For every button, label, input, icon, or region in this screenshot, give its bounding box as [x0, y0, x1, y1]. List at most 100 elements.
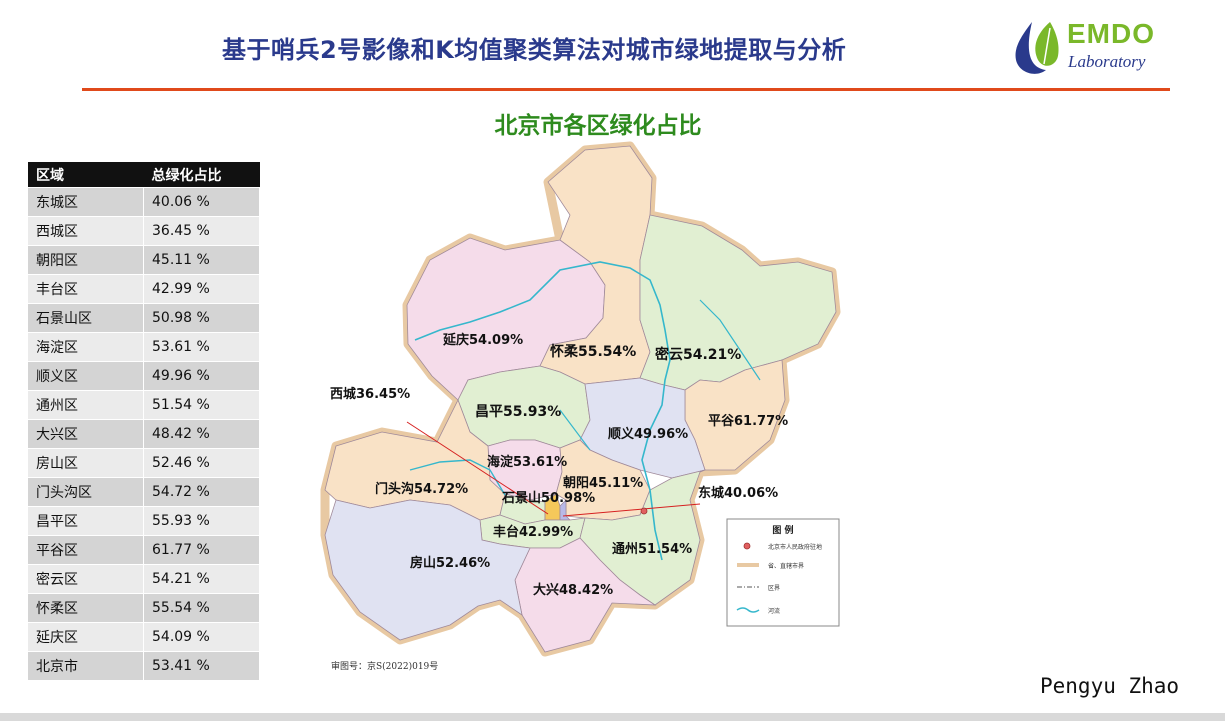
- table-row: 北京市 53.41 %: [28, 651, 260, 680]
- ratio-cell: 51.54 %: [143, 390, 260, 420]
- label-dongcheng: 东城40.06%: [698, 485, 778, 501]
- map-legend: 图 例 北京市人民政府驻地 省、直辖市界 区界 河流: [726, 518, 840, 627]
- government-seat-marker: [640, 507, 648, 515]
- label-shijingshan: 石景山50.98%: [501, 490, 595, 506]
- ratio-cell: 49.96 %: [143, 361, 260, 391]
- legend-seat-icon: [743, 542, 751, 550]
- label-pinggu: 平谷61.77%: [708, 413, 788, 429]
- ratio-cell: 54.72 %: [143, 477, 260, 507]
- table-row: 门头沟区 54.72 %: [28, 477, 260, 507]
- district-cell: 北京市: [28, 651, 144, 680]
- river-line: [699, 299, 761, 381]
- label-daxing: 大兴48.42%: [533, 582, 613, 598]
- dongcheng-leader-line: [562, 503, 701, 517]
- label-chaoyang: 朝阳45.11%: [563, 475, 643, 491]
- district-cell: 延庆区: [28, 622, 144, 652]
- table-row: 朝阳区 45.11 %: [28, 245, 260, 275]
- district-cell: 大兴区: [28, 419, 144, 449]
- ratio-cell: 48.42 %: [143, 419, 260, 449]
- table-row: 大兴区 48.42 %: [28, 419, 260, 449]
- district-fangshan: [324, 499, 531, 641]
- district-cell: 门头沟区: [28, 477, 144, 507]
- column-header-district: 区域: [28, 162, 144, 188]
- ratio-cell: 61.77 %: [143, 535, 260, 565]
- label-shunyi: 顺义49.96%: [608, 426, 688, 442]
- table-row: 延庆区 54.09 %: [28, 622, 260, 652]
- table-row: 西城区 36.45 %: [28, 216, 260, 246]
- district-cell: 朝阳区: [28, 245, 144, 275]
- ratio-cell: 36.45 %: [143, 216, 260, 246]
- table-row: 顺义区 49.96 %: [28, 361, 260, 391]
- header-divider: [82, 88, 1170, 91]
- table-row: 密云区 54.21 %: [28, 564, 260, 594]
- bottom-bar: [0, 713, 1225, 721]
- label-mentougou: 门头沟54.72%: [375, 481, 468, 497]
- legend-item: 省、直辖市界: [768, 562, 804, 570]
- ratio-cell: 55.54 %: [143, 593, 260, 623]
- ratio-cell: 42.99 %: [143, 274, 260, 304]
- ratio-cell: 52.46 %: [143, 448, 260, 478]
- table-row: 海淀区 53.61 %: [28, 332, 260, 362]
- district-cell: 石景山区: [28, 303, 144, 333]
- district-cell: 东城区: [28, 187, 144, 217]
- beijing-district-map: 北京市各区绿化占比 延庆54.09% 怀柔55.54% 密云54.21% 昌平5…: [297, 102, 853, 706]
- greening-table: 区域 总绿化占比 东城区 40.06 % 西城区 36.45 % 朝阳区 45.11 …: [28, 162, 260, 680]
- legend-border-swatch: [737, 563, 759, 567]
- river-line: [414, 261, 671, 561]
- ratio-cell: 54.21 %: [143, 564, 260, 594]
- ratio-cell: 50.98 %: [143, 303, 260, 333]
- table-row: 丰台区 42.99 %: [28, 274, 260, 304]
- logo-subtext: Laboratory: [1068, 52, 1146, 71]
- emdo-logo: EMDO Laboratory: [1010, 18, 1180, 80]
- label-xicheng: 西城36.45%: [330, 386, 410, 402]
- map-approval-number: 审图号：京S(2022)019号: [331, 660, 438, 672]
- label-fangshan: 房山52.46%: [410, 555, 490, 571]
- ratio-cell: 54.09 %: [143, 622, 260, 652]
- district-cell: 丰台区: [28, 274, 144, 304]
- label-fengtai: 丰台42.99%: [493, 524, 573, 540]
- district-cell: 密云区: [28, 564, 144, 594]
- label-haidian: 海淀53.61%: [487, 454, 567, 470]
- column-header-ratio: 总绿化占比: [143, 162, 260, 188]
- table-row: 通州区 51.54 %: [28, 390, 260, 420]
- label-tongzhou: 通州51.54%: [612, 541, 692, 557]
- district-cell: 海淀区: [28, 332, 144, 362]
- legend-river-line: [736, 607, 760, 613]
- legend-item: 北京市人民政府驻地: [768, 543, 822, 551]
- district-cell: 怀柔区: [28, 593, 144, 623]
- table-row: 东城区 40.06 %: [28, 187, 260, 217]
- legend-item: 区界: [768, 585, 780, 592]
- legend-title: 图 例: [772, 524, 793, 536]
- table-row: 昌平区 55.93 %: [28, 506, 260, 536]
- district-cell: 通州区: [28, 390, 144, 420]
- xicheng-leader-line: [406, 421, 549, 515]
- logo-text: EMDO: [1067, 18, 1155, 49]
- ratio-cell: 55.93 %: [143, 506, 260, 536]
- table-row: 房山区 52.46 %: [28, 448, 260, 478]
- district-cell: 平谷区: [28, 535, 144, 565]
- table-row: 平谷区 61.77 %: [28, 535, 260, 565]
- label-yanqing: 延庆54.09%: [442, 332, 523, 348]
- district-pinggu: [684, 359, 786, 471]
- label-changping: 昌平55.93%: [475, 404, 561, 420]
- map-title: 北京市各区绿化占比: [495, 112, 702, 139]
- district-cell: 西城区: [28, 216, 144, 246]
- ratio-cell: 40.06 %: [143, 187, 260, 217]
- district-cell: 昌平区: [28, 506, 144, 536]
- table-header-row: 区域 总绿化占比: [28, 162, 260, 188]
- legend-item: 河流: [768, 607, 780, 615]
- district-dongcheng: [559, 499, 571, 521]
- ratio-cell: 53.41 %: [143, 651, 260, 680]
- river-line: [559, 409, 591, 451]
- label-miyun: 密云54.21%: [654, 346, 741, 363]
- leaf-drop-icon: [1015, 22, 1059, 74]
- table-row: 怀柔区 55.54 %: [28, 593, 260, 623]
- page-title: 基于哨兵2号影像和K均值聚类算法对城市绿地提取与分析: [222, 36, 847, 64]
- ratio-cell: 53.61 %: [143, 332, 260, 362]
- district-cell: 房山区: [28, 448, 144, 478]
- ratio-cell: 45.11 %: [143, 245, 260, 275]
- author-name: Pengyu Zhao: [1040, 674, 1180, 698]
- table-row: 石景山区 50.98 %: [28, 303, 260, 333]
- river-line: [409, 459, 506, 496]
- district-cell: 顺义区: [28, 361, 144, 391]
